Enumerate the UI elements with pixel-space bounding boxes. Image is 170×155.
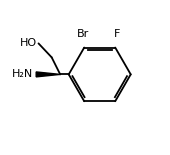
- Text: Br: Br: [76, 29, 89, 39]
- Text: H₂N: H₂N: [12, 69, 33, 79]
- Text: F: F: [114, 29, 120, 39]
- Polygon shape: [36, 72, 60, 77]
- Text: HO: HO: [20, 38, 37, 48]
